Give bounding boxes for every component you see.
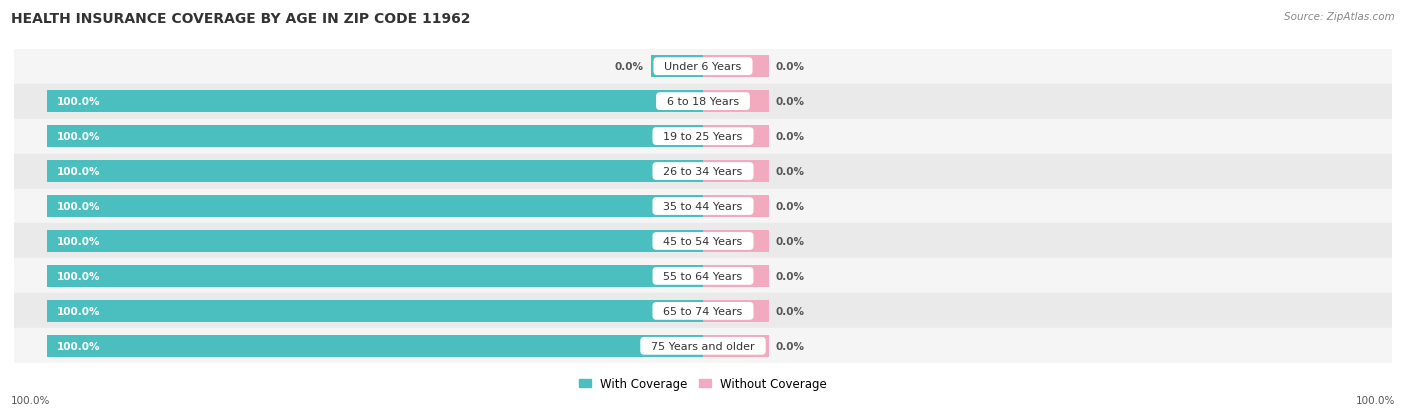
Bar [703,266,769,287]
Bar [14,224,1392,259]
Text: Source: ZipAtlas.com: Source: ZipAtlas.com [1284,12,1395,22]
Text: 100.0%: 100.0% [56,132,100,142]
Bar [14,294,1392,329]
Bar [703,56,769,78]
Bar [14,50,1392,84]
Text: 0.0%: 0.0% [775,306,804,316]
Text: 75 Years and older: 75 Years and older [644,341,762,351]
Bar [651,56,703,78]
Bar [46,335,703,357]
Bar [14,189,1392,224]
Text: 100.0%: 100.0% [56,202,100,211]
Text: 0.0%: 0.0% [775,97,804,107]
Bar [703,126,769,147]
Text: 45 to 54 Years: 45 to 54 Years [657,236,749,247]
Text: 35 to 44 Years: 35 to 44 Years [657,202,749,211]
Text: 0.0%: 0.0% [775,271,804,281]
Text: 0.0%: 0.0% [775,166,804,177]
Bar [703,196,769,217]
Bar [46,266,703,287]
Bar [46,126,703,147]
Legend: With Coverage, Without Coverage: With Coverage, Without Coverage [574,373,832,395]
Text: 100.0%: 100.0% [56,306,100,316]
Text: 0.0%: 0.0% [775,62,804,72]
Text: 100.0%: 100.0% [56,166,100,177]
Text: Under 6 Years: Under 6 Years [658,62,748,72]
Text: 0.0%: 0.0% [614,62,644,72]
Text: 6 to 18 Years: 6 to 18 Years [659,97,747,107]
Bar [14,329,1392,363]
Bar [46,230,703,252]
Text: 0.0%: 0.0% [775,236,804,247]
Bar [14,259,1392,294]
Bar [703,161,769,183]
Text: 55 to 64 Years: 55 to 64 Years [657,271,749,281]
Text: 100.0%: 100.0% [56,341,100,351]
Bar [703,91,769,113]
Text: 0.0%: 0.0% [775,202,804,211]
Bar [46,300,703,322]
Text: 100.0%: 100.0% [56,236,100,247]
Text: 100.0%: 100.0% [11,395,51,405]
Bar [46,91,703,113]
Text: 0.0%: 0.0% [775,132,804,142]
Bar [46,161,703,183]
Bar [703,230,769,252]
Text: 0.0%: 0.0% [775,341,804,351]
Bar [14,154,1392,189]
Bar [14,84,1392,119]
Text: 65 to 74 Years: 65 to 74 Years [657,306,749,316]
Text: HEALTH INSURANCE COVERAGE BY AGE IN ZIP CODE 11962: HEALTH INSURANCE COVERAGE BY AGE IN ZIP … [11,12,471,26]
Bar [14,119,1392,154]
Text: 100.0%: 100.0% [56,271,100,281]
Bar [46,196,703,217]
Text: 100.0%: 100.0% [1355,395,1395,405]
Text: 19 to 25 Years: 19 to 25 Years [657,132,749,142]
Bar [703,300,769,322]
Bar [703,335,769,357]
Text: 100.0%: 100.0% [56,97,100,107]
Text: 26 to 34 Years: 26 to 34 Years [657,166,749,177]
